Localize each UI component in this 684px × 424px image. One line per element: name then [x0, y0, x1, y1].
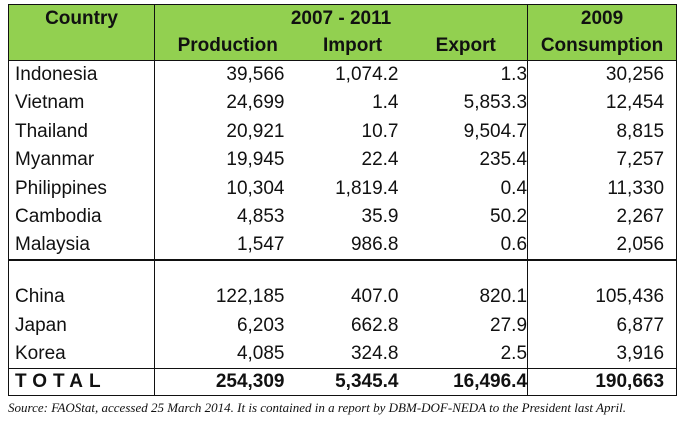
table-row: China 122,185 407.0 820.1 105,436: [8, 282, 678, 312]
table-row: Philippines 10,304 1,819.4 0.4 11,330: [8, 174, 678, 204]
import-cell: 662.8: [350, 314, 399, 336]
country-cell: Philippines: [8, 174, 155, 204]
import-cell: 1,074.2: [335, 64, 399, 85]
rice-statistics-table: Country 2007 - 2011 2009 Production Impo…: [8, 4, 678, 397]
country-cell: Japan: [8, 311, 155, 340]
header-row-top: Country 2007 - 2011 2009: [8, 4, 678, 61]
spacer-cell: [301, 260, 405, 283]
spacer-cell: [404, 260, 529, 283]
country-cell: Korea: [8, 339, 155, 369]
production-cell: 24,699: [226, 92, 285, 114]
header-consumption: Consumption: [527, 32, 678, 61]
production-cell: 20,921: [226, 120, 285, 142]
spacer-cell: [8, 260, 155, 283]
spacer-cell: [527, 260, 678, 283]
total-row: TOTAL 254,309 5,345.4 16,496.4 190,663: [8, 367, 678, 397]
consumption-cell: 6,877: [527, 311, 678, 340]
table-row: Japan 6,203 662.8 27.9 6,877: [8, 311, 678, 340]
country-cell: Malaysia: [8, 231, 155, 262]
table-row: Malaysia 1,547 986.8 0.6 2,056: [8, 231, 678, 262]
production-cell: 4,853: [236, 206, 285, 228]
country-cell: Myanmar: [8, 146, 155, 175]
table-row: Myanmar 19,945 22.4 235.4 7,257: [8, 146, 678, 175]
production-cell: 122,185: [215, 286, 285, 308]
country-cell: Cambodia: [8, 203, 155, 232]
consumption-cell: 12,454: [527, 89, 678, 118]
production-cell: 4,085: [236, 342, 285, 364]
export-cell: 820.1: [479, 286, 528, 308]
header-import: Import: [300, 32, 405, 61]
consumption-cell: 8,815: [527, 117, 678, 147]
export-cell: 5,853.3: [463, 92, 528, 114]
consumption-cell: 30,256: [527, 60, 678, 90]
header-export: Export: [404, 32, 529, 61]
consumption-cell: 3,916: [527, 339, 678, 369]
header-row-bottom: Production Import Export Consumption: [9, 32, 678, 61]
export-cell: 27.9: [490, 314, 528, 336]
import-cell: 324.8: [350, 342, 399, 364]
import-cell: 986.8: [300, 231, 405, 262]
import-cell: 407.0: [350, 286, 399, 308]
production-cell: 6,203: [236, 314, 285, 336]
import-cell: 1.4: [372, 92, 399, 114]
consumption-cell: 105,436: [527, 282, 678, 312]
header-period: 2007 - 2011: [153, 4, 529, 33]
total-production: 254,309: [154, 367, 301, 397]
import-cell: 1,819.4: [335, 177, 399, 199]
import-cell: 10.7: [361, 120, 399, 142]
header-country: Country: [8, 4, 155, 61]
total-import: 5,345.4: [300, 367, 405, 397]
import-cell: 22.4: [361, 149, 399, 171]
country-cell: Thailand: [8, 117, 155, 147]
export-cell: 9,504.7: [463, 120, 528, 142]
total-export: 16,496.4: [404, 367, 528, 397]
header-year: 2009: [527, 4, 678, 33]
production-cell: 19,945: [226, 149, 285, 171]
table-row: Korea 4,085 324.8 2.5 3,916: [8, 339, 678, 369]
country-cell: China: [8, 282, 155, 312]
consumption-cell: 2,267: [527, 203, 678, 232]
total-label: TOTAL: [8, 367, 155, 397]
table-row: Vietnam 24,699 1.4 5,853.3 12,454: [8, 89, 678, 118]
production-cell: 1,547: [154, 231, 301, 262]
country-cell: Vietnam: [8, 89, 155, 118]
production-cell: 10,304: [226, 177, 285, 199]
total-consumption: 190,663: [527, 367, 678, 397]
country-cell: Indonesia: [8, 60, 155, 90]
group-spacer-row: [8, 260, 678, 283]
table-row: Indonesia 39,566 1,074.2 1.3 30,256: [8, 60, 678, 90]
consumption-cell: 2,056: [527, 231, 678, 262]
spacer-cell: [154, 260, 301, 283]
export-cell: 235.4: [479, 149, 528, 171]
export-cell: 0.6: [404, 231, 528, 262]
import-cell: 35.9: [361, 206, 399, 228]
table-body: Indonesia 39,566 1,074.2 1.3 30,256 Vietnam 24…: [8, 60, 678, 397]
consumption-cell: 7,257: [527, 146, 678, 175]
source-note: Source: FAOStat, accessed 25 March 2014.…: [8, 400, 627, 415]
production-cell: 39,566: [226, 64, 285, 85]
header-production: Production: [154, 32, 301, 61]
export-cell: 2.5: [500, 342, 528, 364]
consumption-cell: 11,330: [527, 174, 678, 204]
export-cell: 1.3: [500, 64, 528, 85]
export-cell: 50.2: [490, 206, 528, 228]
table-row: Cambodia 4,853 35.9 50.2 2,267: [8, 203, 678, 232]
table-row: Thailand 20,921 10.7 9,504.7 8,815: [8, 117, 678, 147]
export-cell: 0.4: [500, 177, 528, 199]
